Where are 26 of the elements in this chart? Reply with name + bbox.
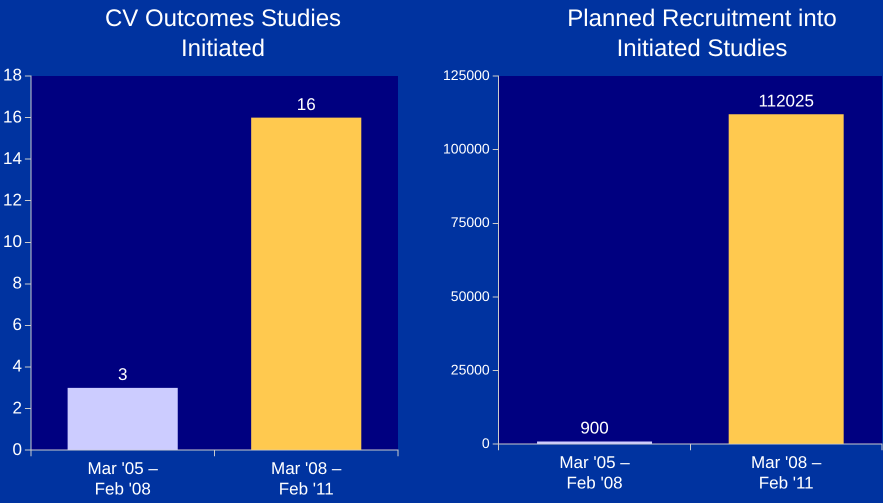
y-tick-label: 0 <box>12 440 22 459</box>
y-tick-label: 100000 <box>443 140 490 156</box>
y-tick-label: 10 <box>2 232 22 251</box>
y-tick-label: 4 <box>12 356 22 376</box>
y-tick-label: 6 <box>12 315 22 334</box>
chart-title: CV Outcomes Studies Initiated <box>104 4 342 64</box>
y-tick-label: 125000 <box>443 66 490 83</box>
y-tick-label: 18 <box>2 66 22 85</box>
y-tick-label: 16 <box>2 107 22 126</box>
data-label: 3 <box>118 365 128 384</box>
y-tick-label: 14 <box>2 148 22 168</box>
chart-title: Planned Recruitment into Initiated Studies <box>566 4 838 64</box>
y-tick-label: 8 <box>12 274 22 293</box>
data-label: 900 <box>580 418 609 438</box>
y-tick-label: 0 <box>482 435 490 452</box>
y-tick-label: 12 <box>2 190 22 210</box>
x-tick-label: Mar '05 – Feb '08 <box>559 453 630 492</box>
x-tick-label: Mar '05 – Feb '08 <box>88 459 158 498</box>
x-tick-label: Mar '08 – Feb '11 <box>751 453 822 492</box>
y-tick-label: 25000 <box>450 361 490 378</box>
y-tick-label: 2 <box>12 398 22 418</box>
x-tick-label: Mar '08 – Feb '11 <box>271 459 342 498</box>
y-tick-label: 75000 <box>450 214 490 230</box>
data-label: 112025 <box>758 91 814 110</box>
data-label: 16 <box>296 94 316 114</box>
y-tick-label: 50000 <box>450 288 490 304</box>
